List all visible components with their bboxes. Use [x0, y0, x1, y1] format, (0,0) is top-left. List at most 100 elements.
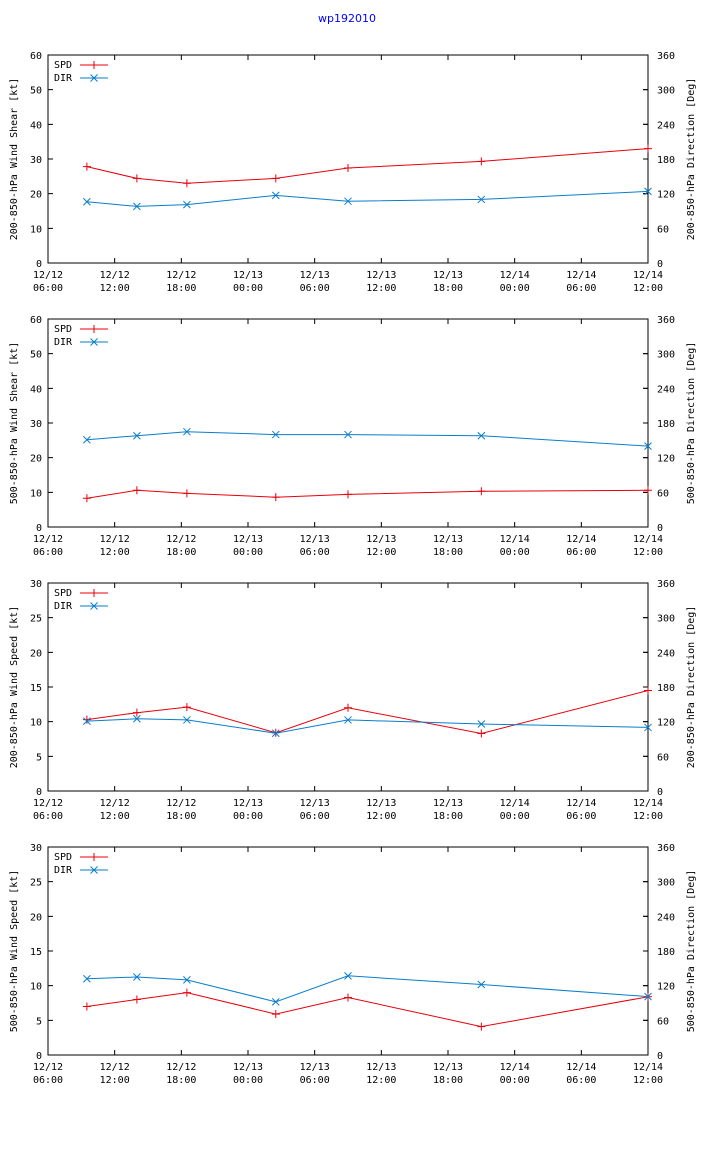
y-tick-label: 10 [30, 718, 42, 729]
y2-tick-label: 60 [657, 488, 669, 499]
y2-tick-label: 120 [657, 982, 675, 993]
y-axis-label: 500-850-hPa Wind Speed [kt] [9, 870, 20, 1033]
x-tick-date: 12/14 [566, 534, 596, 545]
data-point-dir [344, 971, 352, 980]
data-point-dir [477, 720, 486, 728]
x-tick-time: 18:00 [433, 811, 463, 822]
series-line-dir [86, 190, 649, 207]
legend-label-dir: DIR [54, 601, 73, 612]
y2-tick-label: 120 [657, 190, 675, 201]
chart-200-850-wind-shear: 0 10 20 30 40 50 60 0 60 120 180 240 300 360 12/12 06:0… [9, 51, 697, 294]
y-tick-label: 40 [30, 384, 42, 395]
data-point-dir [644, 992, 652, 1001]
data-point-spd [182, 489, 191, 498]
x-tick-date: 12/13 [233, 1062, 263, 1073]
data-point-dir [183, 976, 191, 984]
y2-tick-label: 240 [657, 120, 675, 131]
y2-tick-label: 300 [657, 86, 675, 97]
y-tick-label: 30 [30, 843, 42, 854]
legend-marker-spd [90, 61, 98, 69]
data-point-spd [344, 164, 352, 173]
x-tick-time: 18:00 [166, 547, 196, 558]
x-tick-time: 18:00 [433, 1075, 463, 1086]
x-tick-time: 12:00 [633, 283, 663, 294]
x-tick-time: 00:00 [233, 283, 263, 294]
y-axis-label: 200-850-hPa Wind Shear [kt] [9, 78, 20, 241]
chart-500-850-wind-shear: 0 10 20 30 40 50 60 0 60 120 180 240 300 360 12/12 06:0… [9, 315, 697, 558]
y2-tick-label: 0 [657, 259, 663, 270]
plot-frame [47, 582, 649, 792]
y-tick-label: 10 [30, 488, 42, 499]
data-point-spd [132, 174, 141, 183]
y2-tick-label: 0 [657, 1051, 663, 1062]
x-tick-date: 12/13 [433, 270, 463, 281]
data-point-spd [644, 486, 652, 495]
legend-label-dir: DIR [54, 337, 73, 348]
x-tick-date: 12/12 [166, 798, 196, 809]
data-point-dir [133, 973, 141, 981]
x-tick-time: 12:00 [366, 547, 396, 558]
data-point-dir [644, 723, 652, 732]
x-tick-date: 12/14 [566, 270, 596, 281]
data-point-spd [477, 729, 486, 738]
y-tick-label: 5 [36, 1016, 42, 1027]
x-tick-time: 00:00 [233, 1075, 263, 1086]
data-point-spd [344, 703, 352, 712]
data-point-dir [271, 191, 280, 200]
x-tick-date: 12/12 [100, 270, 130, 281]
x-tick-time: 18:00 [166, 283, 196, 294]
x-tick-date: 12/13 [366, 270, 396, 281]
series-line-dir [86, 431, 649, 447]
series-dir [83, 427, 652, 450]
data-point-dir [133, 431, 141, 440]
data-point-dir [271, 430, 280, 439]
x-tick-date: 12/12 [100, 534, 130, 545]
series-line-spd [86, 148, 649, 184]
data-point-spd [182, 988, 191, 997]
x-tick-time: 06:00 [566, 811, 596, 822]
data-point-dir [477, 195, 486, 204]
x-tick-date: 12/12 [100, 798, 130, 809]
y-tick-label: 20 [30, 648, 42, 659]
x-tick-date: 12/14 [633, 270, 663, 281]
series-line-dir [86, 975, 649, 1003]
data-point-spd [271, 174, 280, 183]
data-point-dir [83, 717, 91, 725]
series-line-spd [86, 992, 649, 1028]
x-tick-time: 06:00 [566, 1075, 596, 1086]
legend-label-dir: DIR [54, 73, 73, 84]
y-tick-label: 50 [30, 350, 42, 361]
x-tick-time: 12:00 [633, 547, 663, 558]
y2-tick-label: 240 [657, 912, 675, 923]
y-tick-label: 10 [30, 982, 42, 993]
data-point-dir [644, 187, 652, 196]
y2-axis-label: 200-850-hPa Direction [Deg] [686, 78, 697, 241]
y-tick-label: 10 [30, 224, 42, 235]
data-point-spd [82, 715, 91, 724]
x-tick-date: 12/14 [500, 798, 530, 809]
x-tick-time: 06:00 [300, 283, 330, 294]
x-tick-date: 12/12 [100, 1062, 130, 1073]
y2-axis-label: 500-850-hPa Direction [Deg] [686, 870, 697, 1033]
x-tick-time: 18:00 [433, 547, 463, 558]
series-spd [82, 486, 652, 503]
data-point-spd [344, 993, 352, 1002]
y-tick-label: 25 [30, 614, 42, 625]
data-point-dir [271, 729, 280, 738]
x-tick-time: 12:00 [366, 811, 396, 822]
x-tick-time: 12:00 [100, 1075, 130, 1086]
y2-tick-label: 240 [657, 648, 675, 659]
x-tick-time: 06:00 [566, 547, 596, 558]
y-tick-label: 0 [36, 523, 42, 534]
data-point-spd [132, 486, 141, 495]
y2-tick-label: 300 [657, 614, 675, 625]
y-tick-label: 15 [30, 683, 42, 694]
x-tick-time: 06:00 [33, 547, 63, 558]
data-point-spd [82, 494, 91, 503]
x-tick-time: 06:00 [33, 1075, 63, 1086]
x-tick-time: 18:00 [433, 283, 463, 294]
x-tick-date: 12/14 [566, 798, 596, 809]
data-point-spd [344, 490, 352, 499]
y-tick-label: 20 [30, 454, 42, 465]
data-point-dir [644, 442, 652, 450]
